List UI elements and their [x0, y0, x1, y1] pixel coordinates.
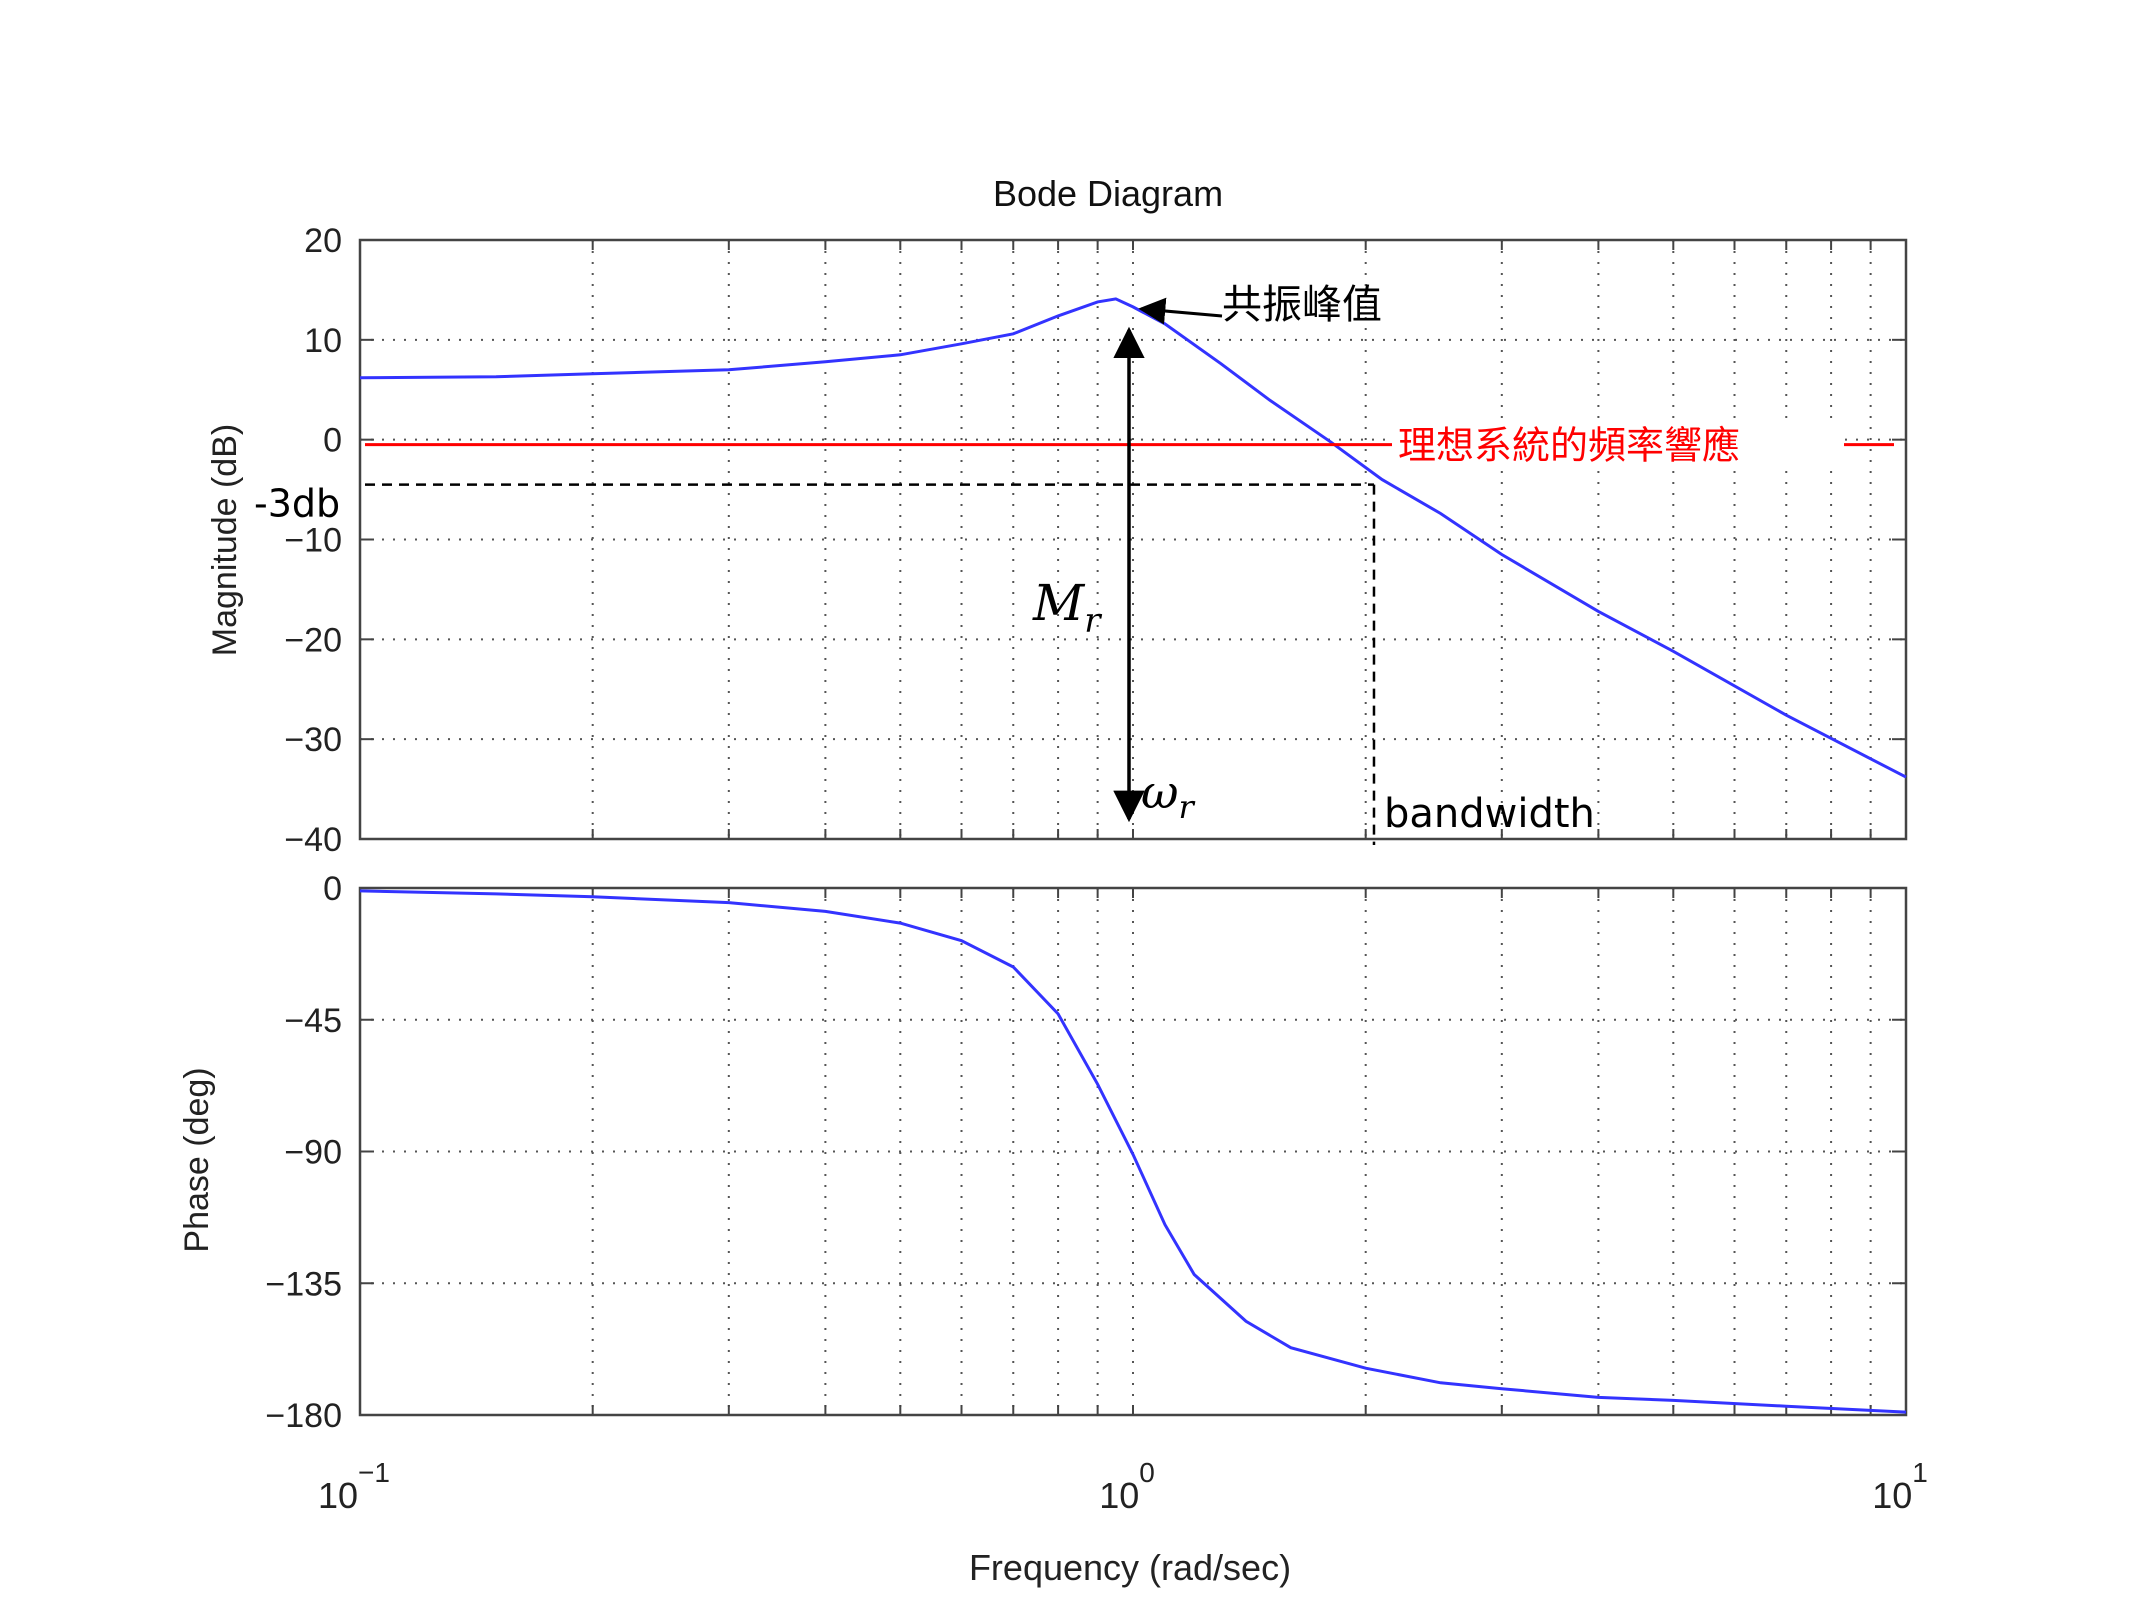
- minus-3db-label: -3db: [254, 482, 340, 526]
- x-tick-exponent: 1: [1912, 1457, 1928, 1488]
- x-tick-exponent: −1: [358, 1457, 390, 1488]
- phase-y-tick-label: 0: [323, 870, 342, 908]
- bandwidth-label: bandwidth: [1384, 791, 1595, 837]
- x-tick-base: 10: [1099, 1475, 1139, 1516]
- magnitude-y-tick-label: −40: [284, 821, 342, 859]
- magnitude-y-tick-label: 20: [304, 222, 342, 260]
- phase-y-label: Phase (deg): [178, 1067, 216, 1252]
- phase-y-tick-label: −180: [265, 1397, 342, 1435]
- x-tick-exponent: 0: [1139, 1457, 1155, 1488]
- phase-y-ticks: 0 −45 −90 −135 −180: [265, 870, 1906, 1435]
- phase-grid: [360, 888, 1906, 1415]
- magnitude-response-line: [359, 297, 1907, 779]
- resonance-peak-arrow: [1138, 297, 1223, 325]
- magnitude-y-ticks: 20 10 0 −10 −20 −30 −40: [284, 222, 1906, 859]
- phase-response-line: [359, 889, 1907, 1414]
- phase-y-tick-label: −135: [265, 1265, 342, 1303]
- phase-panel: 0 −45 −90 −135 −180 Phase (deg): [178, 870, 1908, 1435]
- x-axis-label: Frequency (rad/sec): [969, 1547, 1291, 1588]
- x-tick-label: 100: [1099, 1457, 1155, 1516]
- resonance-peak-label: 共振峰值: [1222, 282, 1382, 328]
- ideal-response-label: 理想系統的頻率響應: [1398, 424, 1740, 468]
- magnitude-y-tick-label: −30: [284, 721, 342, 759]
- magnitude-y-tick-label: −10: [284, 522, 342, 560]
- x-tick-base: 10: [1872, 1475, 1912, 1516]
- magnitude-y-label: Magnitude (dB): [206, 424, 244, 656]
- x-tick-label: 101: [1872, 1457, 1928, 1516]
- magnitude-y-tick-label: 10: [304, 322, 342, 360]
- x-tick-base: 10: [318, 1475, 358, 1516]
- magnitude-panel: 20 10 0 −10 −20 −30 −40 Magnitude (dB): [206, 222, 1908, 859]
- x-tick-label: 10−1: [318, 1457, 390, 1516]
- phase-y-tick-label: −45: [284, 1002, 342, 1040]
- chart-title: Bode Diagram: [993, 173, 1223, 214]
- ideal-label-background: [1392, 418, 1844, 469]
- magnitude-y-tick-label: −20: [284, 621, 342, 659]
- annotations: 理想系統的頻率響應 -3db bandwidth Mr ωr 共振峰值: [254, 282, 1894, 845]
- magnitude-y-tick-label: 0: [323, 422, 342, 460]
- wr-label: ωr: [1141, 765, 1196, 826]
- phase-y-tick-label: −90: [284, 1134, 342, 1172]
- mr-label: Mr: [1032, 574, 1102, 641]
